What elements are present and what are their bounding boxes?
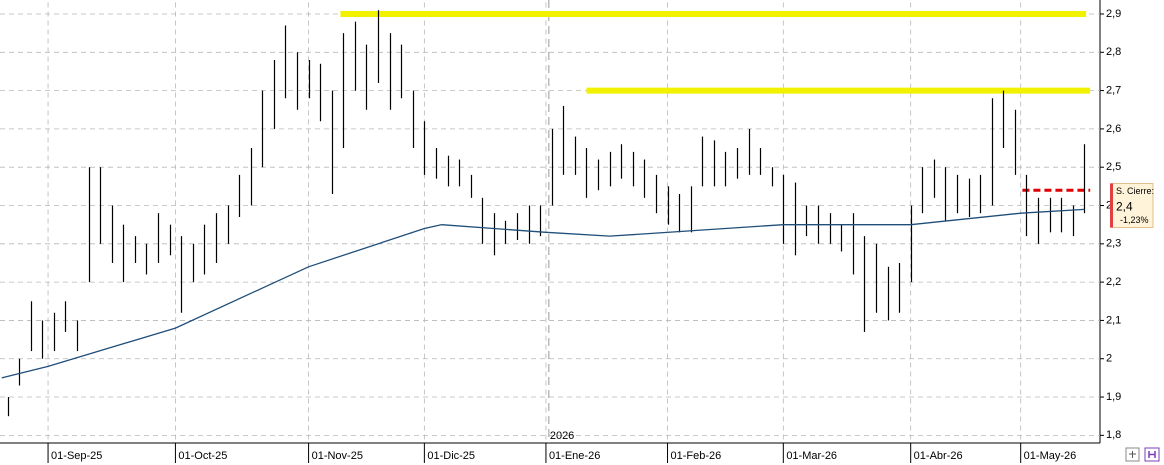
close-title: S. Cierre: <box>1116 186 1154 196</box>
x-tick-label: 01-Ene-26 <box>549 450 600 462</box>
x-tick-label: 01-May-26 <box>1024 450 1077 462</box>
x-tick-label: 01-Sep-25 <box>51 450 102 462</box>
y-tick-label: 2,1 <box>1106 314 1121 326</box>
moving-average-line <box>1 208 1085 379</box>
x-tick-label: 01-Abr-26 <box>914 450 963 462</box>
y-tick-label: 2,6 <box>1106 123 1121 135</box>
close-value: 2,4 <box>1116 200 1133 214</box>
y-tick-label: 1,8 <box>1106 429 1121 441</box>
y-tick-label: 2,8 <box>1106 46 1121 58</box>
close-box-marker <box>1110 183 1113 228</box>
close-change: -1,23% <box>1120 215 1149 225</box>
icon-glyph <box>1129 451 1136 458</box>
year-label: 2026 <box>550 430 574 442</box>
y-tick-label: 2,2 <box>1106 276 1121 288</box>
x-tick-label: 01-Mar-26 <box>786 450 837 462</box>
y-tick-label: 2,5 <box>1106 161 1121 173</box>
x-tick-label: 01-Dic-25 <box>427 450 475 462</box>
toolbar-icons[interactable] <box>1125 447 1160 462</box>
close-box <box>1110 183 1154 229</box>
x-tick-label: 01-Oct-25 <box>178 450 227 462</box>
icon-glyph <box>1148 451 1156 458</box>
x-tick-label: 01-Nov-25 <box>312 450 363 462</box>
y-tick-label: 2,3 <box>1106 238 1121 250</box>
y-tick-label: 2,7 <box>1106 85 1121 97</box>
x-tick-label: 01-Feb-26 <box>671 450 722 462</box>
y-tick-label: 2 <box>1106 353 1112 365</box>
y-tick-label: 1,9 <box>1106 391 1121 403</box>
y-tick-label: 2,9 <box>1106 8 1121 20</box>
